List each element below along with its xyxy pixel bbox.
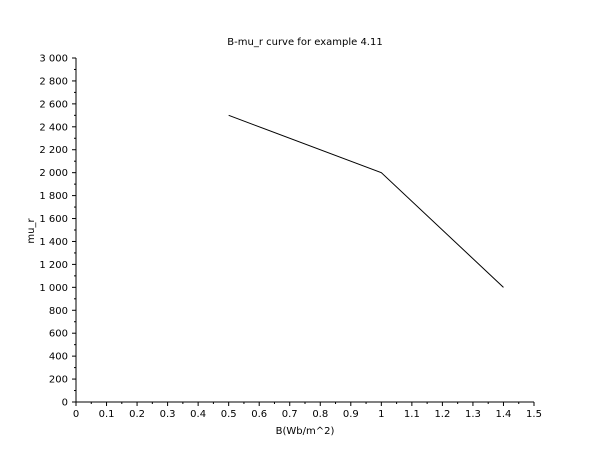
chart-title: B-mu_r curve for example 4.11 xyxy=(227,37,382,48)
series-line xyxy=(228,114,504,288)
x-tick-label: 0.4 xyxy=(190,409,206,420)
x-tick-label: 0.5 xyxy=(221,409,237,420)
y-tick-label: 3 000 xyxy=(39,54,68,65)
y-tick-label: 800 xyxy=(49,306,68,317)
y-tick-label: 600 xyxy=(49,329,68,340)
x-tick-label: 0.2 xyxy=(129,409,145,420)
x-tick-label: 0.3 xyxy=(160,409,176,420)
x-tick-label: 1 xyxy=(378,409,384,420)
y-tick-label: 1 400 xyxy=(39,237,68,248)
y-tick-label: 2 800 xyxy=(39,76,68,87)
x-axis-label: B(Wb/m^2) xyxy=(276,426,335,437)
x-tick-label: 0.6 xyxy=(251,409,267,420)
y-axis-label: mu_r xyxy=(26,218,37,244)
y-tick-label: 1 800 xyxy=(39,191,68,202)
x-tick-label: 0.1 xyxy=(99,409,115,420)
y-tick-label: 1 600 xyxy=(39,214,68,225)
x-tick-label: 1.4 xyxy=(496,409,512,420)
x-tick-label: 0.7 xyxy=(282,409,298,420)
x-tick-label: 0 xyxy=(73,409,79,420)
y-tick-label: 1 000 xyxy=(39,283,68,294)
y-tick-label: 400 xyxy=(49,352,68,363)
x-tick-label: 0.8 xyxy=(312,409,328,420)
x-tick-label: 0.9 xyxy=(343,409,359,420)
x-tick-label: 1.1 xyxy=(404,409,420,420)
y-tick-label: 2 400 xyxy=(39,122,68,133)
axes: 0 0.1 0.2 0.3 0.4 0.5 0.6 0.7 0.8 0.9 1 1.1 1.2 1.3 1.… xyxy=(39,54,542,421)
series-layer xyxy=(228,114,504,288)
y-tick-label: 2 600 xyxy=(39,99,68,110)
x-tick-label: 1.5 xyxy=(526,409,542,420)
y-tick-label: 200 xyxy=(49,375,68,386)
y-tick-label: 0 xyxy=(62,398,68,409)
y-tick-label: 1 200 xyxy=(39,260,68,271)
y-tick-label: 2 200 xyxy=(39,145,68,156)
y-tick-label: 2 000 xyxy=(39,168,68,179)
x-tick-label: 1.2 xyxy=(434,409,450,420)
x-tick-label: 1.3 xyxy=(465,409,481,420)
